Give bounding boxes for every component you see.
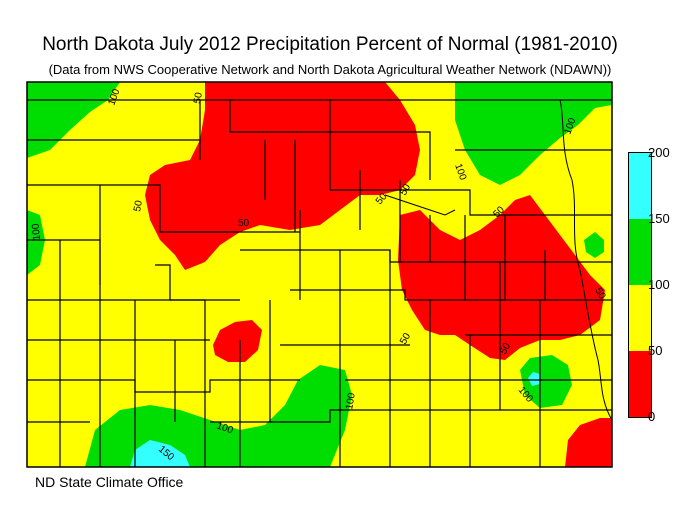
red-region-north <box>145 82 420 270</box>
legend-tick-200: 200 <box>648 145 670 160</box>
legend-tick-150: 150 <box>648 211 670 226</box>
legend-tick-50: 50 <box>648 343 663 358</box>
red-region-central <box>213 320 262 362</box>
legend-band-150-200 <box>629 153 651 219</box>
legend-tick-100: 100 <box>648 277 670 292</box>
green-region-west <box>27 210 45 275</box>
contour-label: 50 <box>398 182 413 198</box>
contour-label: 50 <box>398 331 413 347</box>
contour-label: 50 <box>238 218 250 229</box>
contour-label: 50 <box>132 199 145 212</box>
legend-band-50-100 <box>629 285 651 351</box>
legend-band-0-50 <box>629 351 651 417</box>
green-region-ne <box>455 82 612 185</box>
credit-text: ND State Climate Office <box>35 474 184 490</box>
contour-label: 50 <box>192 91 205 104</box>
map-title: North Dakota July 2012 Precipitation Per… <box>42 34 618 55</box>
county-lines <box>26 81 613 468</box>
legend-tick-0: 0 <box>648 409 656 424</box>
green-region-se-small <box>520 355 572 408</box>
contour-label: 50 <box>592 286 607 302</box>
red-region-se <box>565 418 612 467</box>
cyan-region-se <box>528 372 540 386</box>
contour-label: 100 <box>31 223 43 241</box>
legend-colorbar <box>628 152 652 418</box>
contour-label: 100 <box>344 392 358 411</box>
red-region-east <box>398 195 605 360</box>
legend-band-100-150 <box>629 219 651 285</box>
green-region-east-small <box>584 232 604 258</box>
contour-label: 50 <box>498 341 513 357</box>
cyan-region-sw <box>130 440 190 467</box>
map-subtitle: (Data from NWS Cooperative Network and N… <box>48 62 612 77</box>
green-region-nw <box>27 82 120 158</box>
